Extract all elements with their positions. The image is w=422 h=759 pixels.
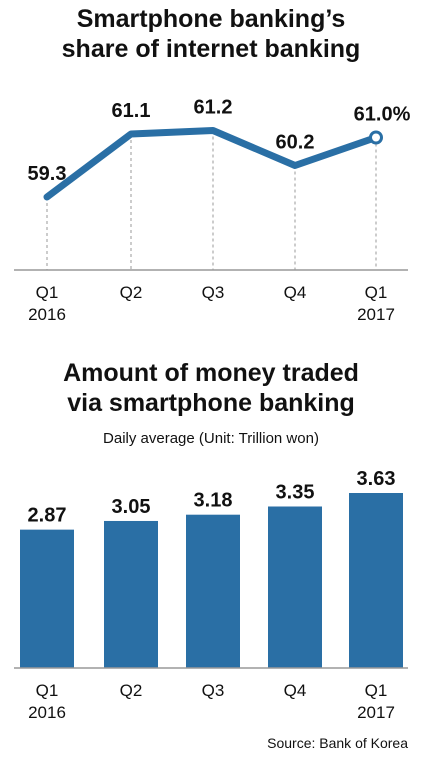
bar-chart-title-line2: via smartphone banking xyxy=(67,389,355,417)
bar-tick-year: 2017 xyxy=(357,703,395,722)
line-tick-year: 2017 xyxy=(357,305,395,324)
line-end-marker xyxy=(369,130,383,145)
line-tick-label: Q3 xyxy=(202,283,225,302)
line-data-label: 61.2 xyxy=(194,97,233,119)
bar-data-label: 3.05 xyxy=(112,496,151,518)
line-series-path xyxy=(43,127,380,201)
bar xyxy=(20,529,74,668)
bar xyxy=(349,493,403,668)
bar-data-label: 2.87 xyxy=(28,505,67,527)
bar-tick-label: Q3 xyxy=(202,681,225,700)
line-chart: 59.3 61.1 61.2 60.2 61.0% Q1 2016 Q2 Q3 Q4 Q1 2017 xyxy=(14,97,411,324)
bar-data-label: 3.63 xyxy=(357,468,396,490)
bar xyxy=(268,506,322,668)
line-tick-year: 2016 xyxy=(28,305,66,324)
bar-chart-subtitle: Daily average (Unit: Trillion won) xyxy=(103,430,319,447)
line-data-label: 60.2 xyxy=(276,132,315,154)
line-tick-label: Q2 xyxy=(120,283,143,302)
line-data-label: 61.0% xyxy=(354,104,411,126)
bar-data-label: 3.35 xyxy=(276,481,315,503)
line-data-label: 61.1 xyxy=(112,100,151,122)
line-tick-label: Q4 xyxy=(284,283,307,302)
bar-tick-label: Q4 xyxy=(284,681,307,700)
line-chart-title-line1: Smartphone banking’s xyxy=(76,5,346,33)
line-tick-label: Q1 xyxy=(365,283,388,302)
bar-tick-year: 2016 xyxy=(28,703,66,722)
bar-tick-label: Q1 xyxy=(36,681,59,700)
source-note: Source: Bank of Korea xyxy=(267,735,408,751)
bar-tick-label: Q2 xyxy=(120,681,143,700)
bar-data-label: 3.18 xyxy=(194,490,233,512)
line-data-label: 59.3 xyxy=(28,163,67,185)
bar xyxy=(104,520,158,668)
bar xyxy=(186,514,240,668)
bar-chart-title-line1: Amount of money traded xyxy=(63,359,359,387)
line-chart-title-line2: share of internet banking xyxy=(61,35,361,63)
line-tick-label: Q1 xyxy=(36,283,59,302)
bar-tick-label: Q1 xyxy=(365,681,388,700)
